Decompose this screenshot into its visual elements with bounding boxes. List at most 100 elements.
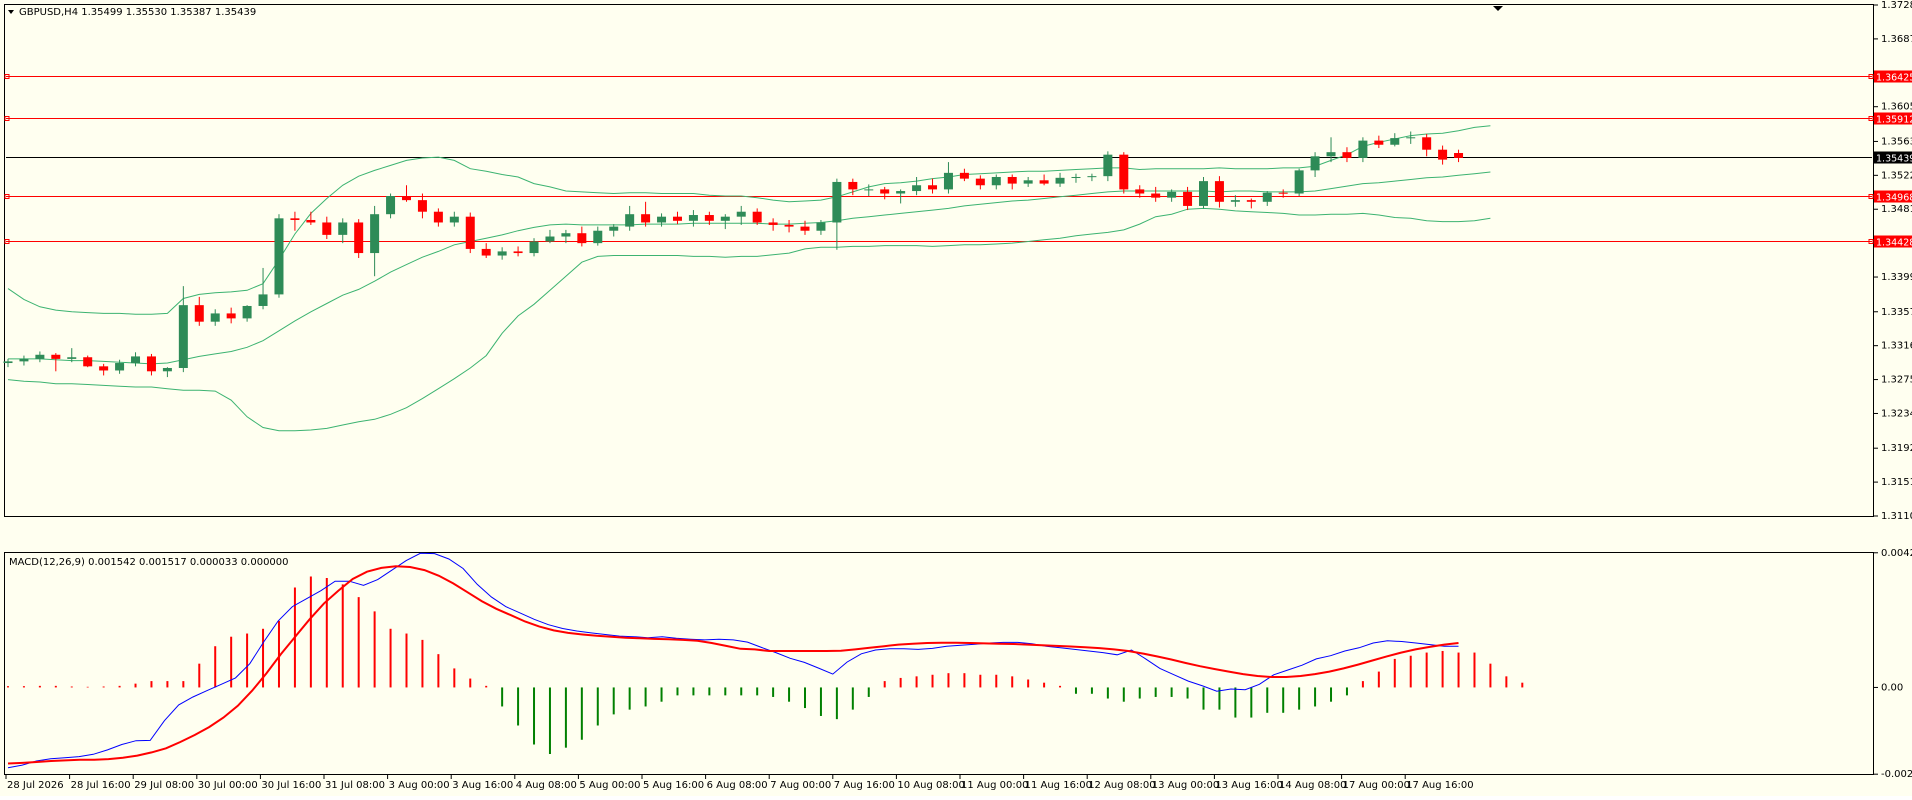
bear-candle	[1342, 152, 1352, 158]
bear-candle	[1007, 176, 1017, 184]
time-tick-label: 11 Aug 00:00	[961, 780, 1028, 791]
bear-candle	[959, 172, 969, 179]
bear-candle	[51, 354, 61, 359]
bull-candle	[1230, 200, 1240, 202]
bull-candle	[1294, 170, 1304, 194]
bull-candle	[1023, 180, 1033, 184]
price-panel-frame	[4, 4, 1874, 517]
bear-candle	[226, 313, 236, 319]
bull-candle	[1199, 181, 1208, 206]
price-tick-label: 1.33160	[1881, 341, 1912, 352]
bull-candle	[131, 356, 141, 364]
time-tick-label: 28 Jul 2026	[7, 780, 64, 791]
price-tick-label: 1.33990	[1881, 272, 1912, 283]
bear-candle	[1151, 193, 1161, 198]
bull-candle	[242, 305, 252, 319]
bull-candle	[497, 251, 507, 256]
bear-candle	[290, 218, 300, 220]
bear-candle	[481, 248, 491, 256]
bear-candle	[800, 226, 810, 231]
chart-shift-marker-icon[interactable]	[1493, 6, 1503, 11]
time-tick-label: 3 Aug 00:00	[389, 780, 450, 791]
bull-candle	[864, 189, 874, 191]
price-tick-label: 1.36870	[1881, 34, 1912, 45]
bull-candle	[912, 185, 922, 192]
bear-candle	[1438, 149, 1448, 160]
price-label-text: 1.35912	[1876, 115, 1912, 126]
bull-candle	[816, 222, 826, 231]
level-anchor	[1868, 74, 1874, 79]
level-anchor	[4, 74, 10, 79]
bear-candle	[848, 181, 858, 190]
bull-candle	[1310, 156, 1320, 171]
level-anchor	[1868, 239, 1874, 244]
price-tick-label: 1.35220	[1881, 170, 1912, 181]
macd-indicator	[7, 552, 1524, 769]
price-label-text: 1.34428	[1876, 238, 1912, 249]
bear-candle	[417, 200, 427, 212]
price-label-box	[1874, 112, 1912, 125]
time-tick-label: 11 Aug 16:00	[1025, 780, 1092, 791]
bull-candle	[258, 294, 268, 306]
bull-candle	[1103, 154, 1113, 177]
signal-line	[7, 565, 1459, 765]
bear-candle	[752, 211, 762, 223]
time-tick-label: 28 Jul 16:00	[71, 780, 131, 791]
bull-candle	[1167, 191, 1177, 198]
bull-candle	[1390, 138, 1400, 145]
bear-candle	[1246, 200, 1256, 202]
bull-candle	[943, 172, 953, 190]
bull-candle	[3, 361, 13, 364]
upper-band-line	[7, 125, 1491, 315]
macd-panel-frame	[4, 552, 1874, 775]
bull-candle	[370, 214, 380, 254]
bear-candle	[1135, 189, 1145, 194]
bull-candle	[991, 176, 1001, 186]
middle-band-line	[8, 171, 1491, 365]
time-axis: 28 Jul 2026 28 Jul 16:00 29 Jul 08:00 30 Ju…	[5, 775, 1474, 791]
bull-candle	[1326, 152, 1336, 157]
price-tick-label: 1.31100	[1881, 511, 1912, 522]
price-tick-label: 1.32340	[1881, 408, 1912, 419]
price-label-text: 1.36425	[1876, 73, 1912, 84]
time-tick-label: 29 Jul 08:00	[134, 780, 194, 791]
price-label-text: 1.34968	[1876, 193, 1912, 204]
bull-candle	[1071, 176, 1081, 178]
dropdown-triangle-icon[interactable]	[8, 10, 14, 14]
bull-candle	[1358, 140, 1368, 158]
price-label-box	[1874, 70, 1912, 83]
bull-candle	[1406, 137, 1416, 139]
bull-candle	[1262, 192, 1272, 202]
macd-title: MACD(12,26,9) 0.001542 0.001517 0.000033…	[9, 557, 289, 568]
time-tick-label: 7 Aug 16:00	[834, 780, 895, 791]
level-anchor	[4, 116, 10, 121]
price-tick-label: 1.35630	[1881, 136, 1912, 147]
symbol-header: GBPUSD,H4 1.35499 1.35530 1.35387 1.3543…	[19, 7, 256, 18]
bull-candle	[449, 216, 459, 223]
price-label-box	[1874, 151, 1912, 164]
bear-candle	[784, 224, 794, 227]
bear-candle	[975, 178, 985, 186]
bull-candle	[338, 222, 348, 235]
bear-candle	[1374, 140, 1384, 145]
bear-candle	[768, 222, 778, 225]
horizontal-levels: 1.36425 1.35912 1.35439 1.34968 1.34428	[4, 70, 1912, 249]
price-tick-label: 1.31510	[1881, 477, 1912, 488]
bull-candle	[736, 211, 746, 217]
time-tick-label: 14 Aug 08:00	[1279, 780, 1346, 791]
bull-candle	[274, 218, 284, 295]
bear-candle	[194, 305, 204, 322]
bear-candle	[1422, 137, 1432, 150]
price-axis: 1.37280 1.36870 1.36050 1.35630 1.35220 1.348…	[1874, 0, 1912, 522]
price-tick-label: 1.32750	[1881, 375, 1912, 386]
time-tick-label: 30 Jul 00:00	[198, 780, 258, 791]
bear-candle	[1214, 181, 1224, 202]
price-tick-label: 1.36050	[1881, 102, 1912, 113]
bear-candle	[1119, 154, 1129, 190]
bear-candle	[704, 215, 714, 221]
bull-candle	[1087, 176, 1097, 178]
bull-candle	[688, 215, 698, 221]
bull-candle	[162, 367, 172, 372]
